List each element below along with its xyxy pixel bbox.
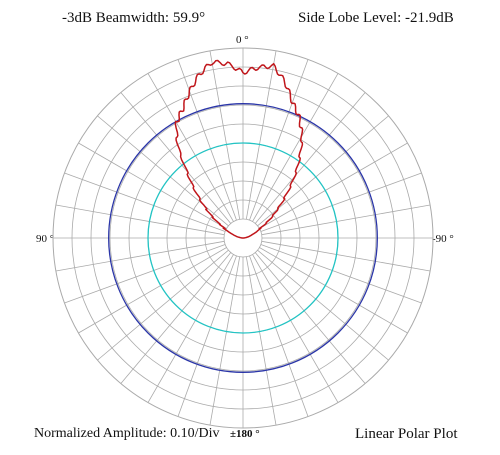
grid-spoke bbox=[64, 244, 226, 304]
grid-spoke bbox=[245, 50, 277, 220]
grid-spoke bbox=[177, 255, 237, 417]
grid-spoke bbox=[260, 244, 422, 304]
grid-spoke bbox=[97, 115, 229, 227]
grid-spoke bbox=[259, 142, 408, 229]
reference-circles bbox=[108, 103, 378, 373]
grid-spoke bbox=[252, 254, 339, 403]
grid-spoke bbox=[147, 254, 234, 403]
grid-spoke bbox=[254, 92, 366, 224]
grid-spoke bbox=[78, 142, 227, 229]
angle-label-right: -90 ° bbox=[432, 233, 454, 245]
grid-spoke bbox=[249, 59, 309, 221]
grid-spoke bbox=[209, 50, 241, 220]
pattern-trace bbox=[174, 59, 304, 239]
angle-label-bottom: ±180 ° bbox=[230, 428, 260, 440]
grid-spoke bbox=[254, 252, 366, 384]
grid-spoke bbox=[259, 247, 408, 334]
side-lobe-readout: Side Lobe Level: -21.9dB bbox=[298, 10, 454, 26]
angle-label-left: 90 ° bbox=[36, 233, 55, 245]
beamwidth-readout: -3dB Beamwidth: 59.9° bbox=[62, 10, 206, 26]
grid-spoke bbox=[78, 247, 227, 334]
grid-spoke bbox=[209, 256, 241, 426]
reference-circle bbox=[147, 142, 339, 334]
grid-spoke bbox=[261, 204, 431, 236]
grid-spoke bbox=[261, 240, 431, 272]
grid-spoke bbox=[120, 252, 232, 384]
grid-spoke bbox=[245, 256, 277, 426]
grid-spoke bbox=[249, 255, 309, 417]
grid-spoke bbox=[120, 92, 232, 224]
pattern-series bbox=[174, 59, 304, 239]
reference-circle bbox=[108, 103, 378, 373]
plot-type-label: Linear Polar Plot bbox=[355, 426, 458, 442]
grid-spoke bbox=[64, 172, 226, 232]
grid-spoke bbox=[252, 73, 339, 222]
grid-spoke bbox=[55, 204, 225, 236]
polar-grid bbox=[52, 47, 434, 429]
angle-label-top: 0 ° bbox=[236, 34, 249, 46]
grid-spoke bbox=[260, 172, 422, 232]
grid-spoke bbox=[177, 59, 237, 221]
grid-spoke bbox=[257, 115, 389, 227]
grid-spoke bbox=[147, 73, 234, 222]
amplitude-scale-label: Normalized Amplitude: 0.10/Div bbox=[34, 426, 220, 441]
grid-spoke bbox=[97, 249, 229, 361]
grid-spoke bbox=[55, 240, 225, 272]
grid-spoke bbox=[257, 249, 389, 361]
